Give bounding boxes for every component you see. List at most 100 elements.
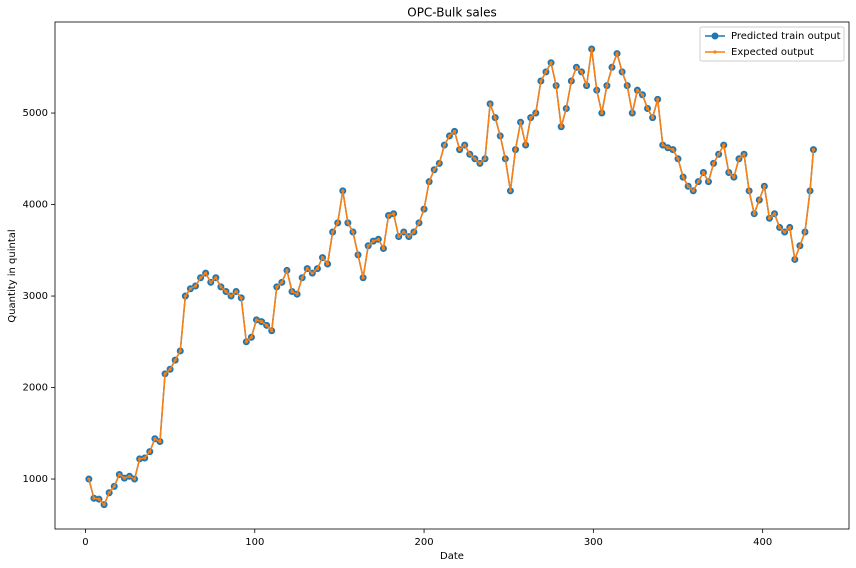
data-point: [488, 102, 492, 106]
data-point: [564, 106, 568, 111]
data-point: [285, 268, 289, 273]
data-point: [645, 106, 650, 111]
data-point: [320, 256, 325, 260]
data-point: [427, 180, 431, 184]
data-point: [483, 157, 487, 161]
y-tick-label: 5000: [23, 108, 48, 119]
data-point: [529, 116, 533, 120]
data-point: [188, 287, 193, 291]
data-point: [300, 276, 304, 280]
data-point: [138, 457, 142, 461]
data-point: [524, 143, 528, 147]
data-point: [579, 70, 584, 74]
data-point: [366, 244, 370, 248]
data-point: [295, 292, 299, 296]
data-point: [234, 289, 238, 294]
x-tick-label: 300: [584, 537, 603, 548]
data-point: [249, 335, 253, 339]
data-point: [412, 230, 416, 234]
data-point: [706, 180, 711, 184]
data-point: [605, 83, 609, 88]
data-point: [574, 65, 579, 69]
x-tick-label: 200: [415, 537, 434, 548]
data-point: [742, 152, 746, 156]
data-point: [447, 134, 452, 138]
data-point: [122, 476, 127, 480]
data-point: [381, 246, 386, 251]
data-point: [793, 257, 797, 262]
data-point: [610, 65, 614, 69]
data-point: [336, 221, 340, 225]
data-point: [437, 161, 441, 165]
data-point: [696, 180, 700, 184]
data-point: [757, 198, 761, 202]
data-point: [584, 83, 589, 88]
data-point: [737, 157, 741, 161]
data-point: [808, 189, 812, 193]
data-point: [772, 212, 777, 216]
data-point: [625, 83, 629, 88]
data-point: [752, 212, 756, 216]
data-point: [397, 234, 401, 239]
data-point: [183, 294, 187, 298]
data-point: [569, 79, 573, 83]
data-point: [224, 289, 228, 294]
data-point: [701, 170, 706, 175]
legend-label: Predicted train output: [731, 31, 841, 42]
data-point: [127, 474, 132, 478]
data-point: [265, 323, 269, 327]
data-point: [386, 213, 391, 218]
data-point: [559, 125, 563, 129]
data-point: [417, 221, 421, 225]
x-tick-label: 400: [753, 537, 772, 548]
data-point: [442, 143, 446, 147]
plot-frame: [54, 21, 850, 530]
data-point: [656, 97, 660, 101]
data-point: [498, 134, 502, 138]
x-axis-label: Date: [440, 551, 464, 562]
data-point: [478, 161, 482, 165]
data-point: [275, 285, 279, 289]
data-point: [346, 221, 350, 225]
data-point: [97, 497, 101, 501]
data-point: [244, 340, 248, 344]
data-point: [315, 266, 320, 271]
data-point: [615, 51, 619, 56]
data-point: [214, 276, 218, 280]
data-point: [432, 168, 436, 172]
data-point: [239, 296, 243, 300]
data-point: [513, 148, 518, 152]
data-point: [811, 148, 816, 152]
data-point: [651, 116, 655, 120]
data-point: [630, 111, 634, 115]
data-point: [290, 289, 294, 294]
data-point: [219, 285, 223, 289]
data-point: [798, 244, 802, 248]
data-point: [422, 207, 426, 211]
data-point: [148, 449, 152, 454]
series-line: [88, 48, 815, 507]
data-point: [717, 152, 721, 156]
data-point: [473, 157, 477, 161]
data-point: [407, 234, 411, 239]
data-point: [666, 146, 670, 150]
y-tick-label: 1000: [23, 474, 48, 485]
data-point: [783, 230, 787, 234]
data-point: [153, 437, 157, 441]
data-point: [351, 230, 355, 234]
y-tick-label: 2000: [23, 383, 48, 394]
data-point: [163, 372, 167, 376]
data-point: [209, 280, 213, 284]
data-point: [331, 230, 335, 234]
data-point: [788, 225, 792, 230]
legend-label: Expected output: [731, 47, 814, 58]
data-point: [173, 358, 177, 362]
data-point: [640, 93, 645, 97]
data-point: [539, 79, 543, 83]
data-point: [87, 477, 91, 481]
data-point: [178, 349, 182, 353]
data-point: [391, 212, 396, 216]
data-point: [635, 88, 639, 92]
data-point: [518, 120, 523, 124]
data-point: [204, 271, 208, 275]
